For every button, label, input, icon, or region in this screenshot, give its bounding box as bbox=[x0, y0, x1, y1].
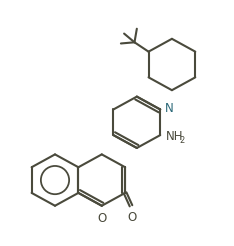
Text: O: O bbox=[128, 211, 137, 224]
Text: N: N bbox=[165, 102, 174, 115]
Text: 2: 2 bbox=[179, 136, 184, 145]
Text: NH: NH bbox=[166, 130, 183, 143]
Text: O: O bbox=[97, 212, 106, 225]
